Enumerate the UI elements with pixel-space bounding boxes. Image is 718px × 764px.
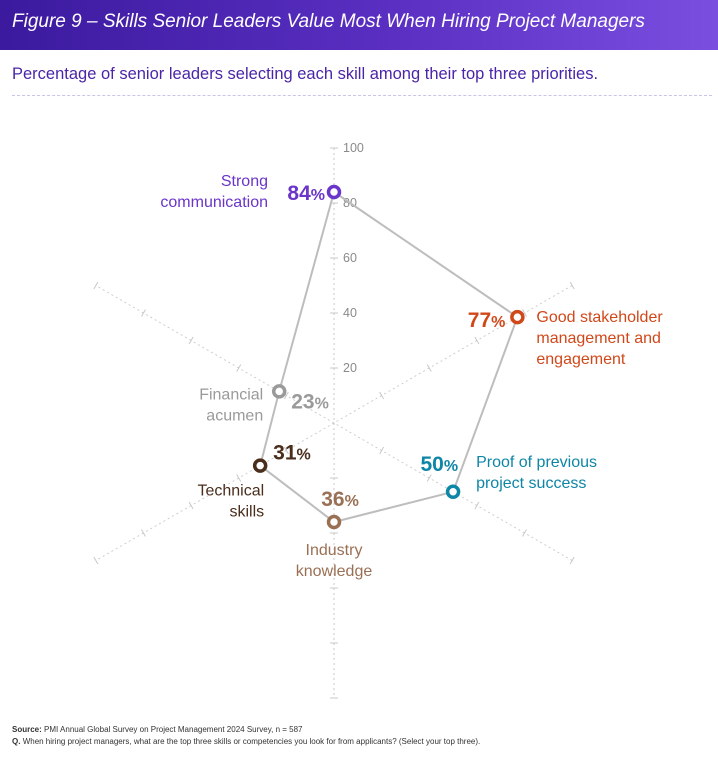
radar-tick-mark — [522, 529, 527, 537]
radar-tick-mark — [474, 336, 480, 345]
radar-tick-mark — [188, 336, 194, 345]
radar-tick-mark — [379, 391, 385, 400]
divider — [12, 95, 712, 96]
data-point — [326, 184, 342, 200]
radar-tick-mark — [188, 501, 194, 510]
axis-tick-label: 20 — [343, 361, 357, 375]
figure-subtitle: Percentage of senior leaders selecting e… — [12, 65, 599, 83]
question-label: Q. — [12, 737, 21, 746]
axis-tick-label: 40 — [343, 306, 357, 320]
question-text: When hiring project managers, what are t… — [22, 737, 481, 746]
radar-tick-mark — [379, 446, 385, 455]
radar-tick-mark — [426, 364, 432, 372]
axis-tick-label: 60 — [343, 251, 357, 265]
source-label: Source: — [12, 725, 42, 734]
data-label: 77% — [468, 309, 506, 332]
category-label: Technical skills — [197, 483, 264, 521]
data-label: 36% — [321, 488, 359, 511]
category-label: Proof of previous project success — [476, 454, 597, 492]
radar-tick-mark — [283, 391, 289, 400]
data-label: 23% — [291, 390, 329, 413]
data-point — [252, 458, 268, 473]
figure-title: Figure 9 – Skills Senior Leaders Value M… — [12, 11, 645, 32]
radar-tick-mark — [569, 281, 575, 290]
data-label: 50% — [420, 453, 458, 476]
radar-tick-mark — [236, 474, 242, 482]
data-label: 31% — [273, 442, 311, 465]
radar-tick-mark — [283, 446, 289, 455]
category-label: Strong communication — [160, 173, 268, 211]
source-text: PMI Annual Global Survey on Project Mana… — [44, 725, 303, 734]
category-label: Financial acumen — [199, 386, 263, 424]
data-label: 84% — [287, 182, 325, 205]
radar-tick-mark — [141, 309, 146, 317]
question-note: Q. When hiring project managers, what ar… — [12, 737, 480, 746]
data-point — [445, 484, 461, 499]
data-point — [510, 309, 525, 325]
radar-tick-mark — [93, 281, 99, 290]
radar-series-outline — [259, 190, 519, 524]
radar-tick-mark — [93, 556, 99, 565]
radar-tick-mark — [522, 309, 527, 317]
source-note: Source: PMI Annual Global Survey on Proj… — [12, 725, 302, 734]
data-point — [326, 514, 342, 530]
category-label: Industry knowledge — [296, 542, 373, 580]
radar-tick-mark — [474, 501, 480, 510]
axis-tick-label: 100 — [343, 141, 364, 155]
radar-tick-mark — [426, 474, 432, 482]
data-point — [271, 384, 287, 399]
category-label: Good stakeholder management and engagement — [536, 309, 663, 368]
radar-tick-mark — [141, 529, 146, 537]
radar-spoke — [95, 285, 573, 561]
figure-header: Figure 9 – Skills Senior Leaders Value M… — [0, 0, 718, 50]
radar-tick-mark — [236, 364, 242, 372]
radar-tick-mark — [569, 556, 575, 565]
